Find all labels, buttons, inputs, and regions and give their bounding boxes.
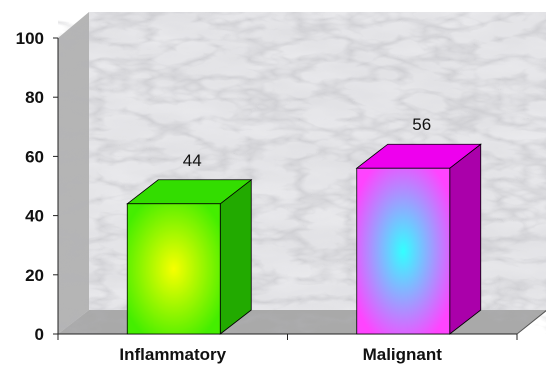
bar-side-face: [449, 143, 482, 335]
y-tick-label: 100: [16, 29, 44, 48]
x-category-label: Malignant: [363, 345, 443, 364]
bar-inflammatory[interactable]: [126, 178, 253, 335]
bar-front-face: [126, 203, 221, 335]
plot-side-wall: [58, 12, 89, 334]
data-label: 56: [412, 115, 431, 134]
y-tick-label: 20: [25, 266, 44, 285]
y-axis-ticks: 0 20 40 60 80 100: [16, 29, 58, 344]
data-label: 44: [183, 151, 202, 170]
bar-side-face: [219, 178, 252, 335]
bar-malignant[interactable]: [355, 143, 482, 335]
x-axis-ticks: Inflammatory Malignant: [57, 334, 518, 364]
bar-front-face: [356, 167, 451, 335]
y-tick-label: 40: [25, 207, 44, 226]
y-tick-label: 0: [35, 325, 44, 344]
y-tick-label: 80: [25, 88, 44, 107]
labels-group: 44 56: [183, 115, 431, 170]
x-category-label: Inflammatory: [119, 345, 226, 364]
bars-group: [126, 143, 482, 335]
y-tick-label: 60: [25, 147, 44, 166]
